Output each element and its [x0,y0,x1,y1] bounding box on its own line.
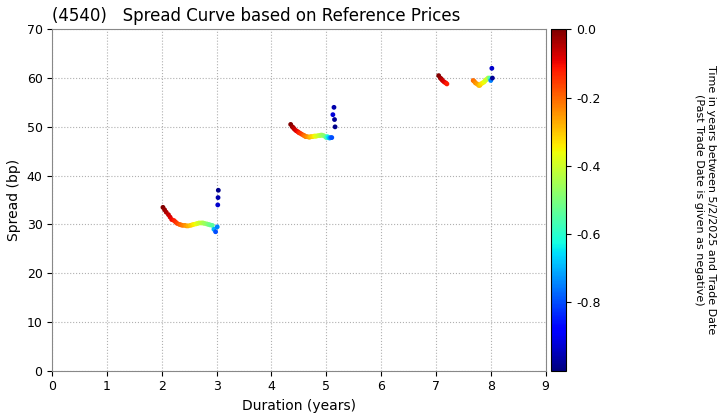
Point [210,228,221,235]
Point [168,217,180,224]
Point [194,220,205,226]
Point [181,223,192,229]
Point [322,133,333,140]
Point [478,79,490,85]
Point [485,77,497,84]
Point [293,129,305,136]
Point [157,204,168,211]
Point [327,111,338,118]
X-axis label: Duration (years): Duration (years) [242,399,356,413]
Point [484,75,495,81]
Point [473,82,485,89]
Point [437,77,449,84]
Point [480,77,491,84]
Point [323,134,334,141]
Point [310,133,321,139]
Point [190,220,202,227]
Point [320,134,332,141]
Point [199,220,210,227]
Point [315,132,327,139]
Point [314,132,325,139]
Point [307,133,318,140]
Point [296,131,307,137]
Point [303,134,315,140]
Point [161,209,172,215]
Point [285,121,297,128]
Point [177,222,189,229]
Point [487,75,498,81]
Point [472,81,483,87]
Point [469,78,480,85]
Point [467,77,479,84]
Point [203,221,215,228]
Point [297,132,309,139]
Point [482,75,494,81]
Point [438,79,450,85]
Point [329,116,341,123]
Y-axis label: Spread (bp): Spread (bp) [7,159,21,241]
Point [287,123,298,130]
Point [212,194,224,201]
Point [164,214,176,220]
Point [289,126,300,133]
Point [292,129,304,135]
Point [186,221,198,228]
Point [179,222,191,229]
Point [294,130,306,136]
Point [300,133,311,140]
Point [182,223,194,229]
Point [188,221,199,228]
Point [212,223,223,230]
Point [171,220,183,227]
Y-axis label: Time in years between 5/2/2025 and Trade Date
(Past Trade Date is given as negat: Time in years between 5/2/2025 and Trade… [694,66,716,335]
Point [318,132,329,139]
Point [312,132,324,139]
Point [310,133,322,139]
Point [201,220,212,227]
Point [469,79,481,86]
Point [441,81,453,87]
Point [174,221,185,228]
Point [477,79,488,86]
Point [192,220,203,227]
Point [474,82,485,89]
Point [433,72,444,79]
Point [208,226,220,233]
Point [212,187,224,194]
Point [302,133,313,140]
Point [329,123,341,130]
Point [159,206,171,213]
Point [328,104,340,111]
Point [486,65,498,72]
Point [207,222,218,229]
Point [163,211,174,218]
Point [481,76,492,83]
Point [435,75,446,81]
Point [290,127,302,134]
Point [326,134,338,141]
Point [184,222,196,229]
Point [304,134,315,140]
Point [196,220,207,226]
Point [212,202,223,208]
Point [175,221,186,228]
Text: (4540)   Spread Curve based on Reference Prices: (4540) Spread Curve based on Reference P… [53,7,461,25]
Point [475,81,487,87]
Point [436,76,447,82]
Point [325,134,336,141]
Point [166,216,178,223]
Point [324,135,336,142]
Point [308,133,320,139]
Point [305,133,317,140]
Point [440,79,451,86]
Point [197,220,209,226]
Point [320,133,331,140]
Point [204,221,216,228]
Point [299,132,310,139]
Point [316,132,328,139]
Point [288,124,300,131]
Point [170,219,181,226]
